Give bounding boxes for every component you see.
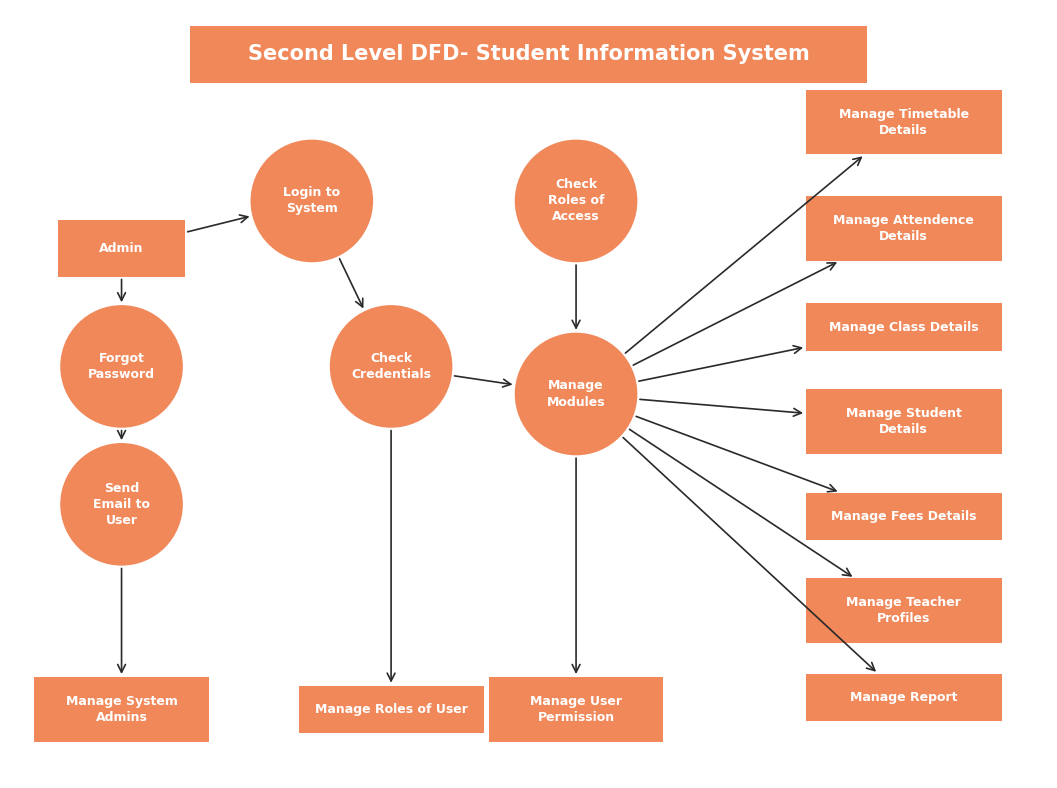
FancyBboxPatch shape [488,677,664,742]
FancyBboxPatch shape [805,674,1002,721]
Ellipse shape [60,305,183,428]
Text: Check
Credentials: Check Credentials [351,352,431,381]
FancyBboxPatch shape [805,90,1002,154]
Text: Manage
Modules: Manage Modules [546,380,606,408]
FancyBboxPatch shape [805,303,1002,351]
Text: Manage Attendence
Details: Manage Attendence Details [833,214,975,243]
Text: Manage Teacher
Profiles: Manage Teacher Profiles [847,597,961,625]
Text: Manage Student
Details: Manage Student Details [846,407,962,436]
Text: Manage Roles of User: Manage Roles of User [315,703,467,716]
FancyBboxPatch shape [190,26,867,83]
Ellipse shape [330,305,452,428]
Ellipse shape [515,139,637,262]
FancyBboxPatch shape [805,578,1002,643]
FancyBboxPatch shape [805,389,1002,454]
Text: Second Level DFD- Student Information System: Second Level DFD- Student Information Sy… [247,44,810,65]
FancyBboxPatch shape [805,492,1002,540]
Text: Manage Report: Manage Report [850,691,958,704]
Ellipse shape [515,333,637,455]
Text: Manage System
Admins: Manage System Admins [66,695,178,723]
FancyBboxPatch shape [58,220,185,277]
Text: Check
Roles of
Access: Check Roles of Access [548,178,605,224]
Text: Manage Class Details: Manage Class Details [829,321,979,333]
FancyBboxPatch shape [805,196,1002,261]
Ellipse shape [251,139,373,262]
FancyBboxPatch shape [34,677,209,742]
Text: Manage Fees Details: Manage Fees Details [831,510,977,522]
Text: Login to
System: Login to System [283,187,340,215]
Text: Manage User
Permission: Manage User Permission [530,695,623,723]
FancyBboxPatch shape [298,686,483,733]
Text: Forgot
Password: Forgot Password [88,352,155,381]
Text: Manage Timetable
Details: Manage Timetable Details [838,108,969,136]
Text: Send
Email to
User: Send Email to User [93,481,150,527]
Text: Admin: Admin [99,242,144,255]
Ellipse shape [60,443,183,566]
